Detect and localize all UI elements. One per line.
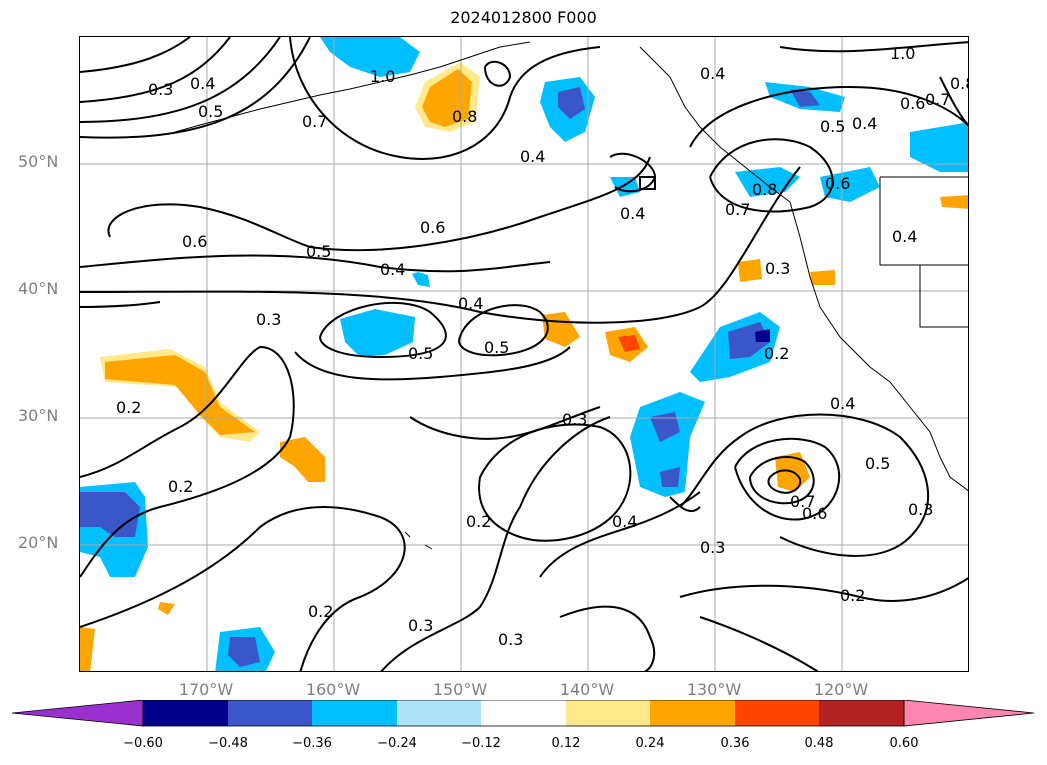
contour-label: 0.7	[302, 112, 327, 131]
contour-label: 0.2	[168, 477, 193, 496]
contour-label: 0.4	[520, 147, 545, 166]
colorbar-segment	[819, 700, 904, 726]
lon-label-120w: 120°W	[813, 680, 869, 699]
contour-label: 0.4	[852, 114, 877, 133]
map-area: 0.3 0.4 0.5 0.7 1.0 0.8 0.4 0.4 0.4 1.0 …	[79, 36, 969, 672]
contour-label: 0.3	[700, 538, 725, 557]
colorbar-tick-label: −0.48	[208, 736, 248, 751]
map-title: 2024012800 F000	[450, 8, 597, 27]
contour-label: 0.4	[458, 294, 483, 313]
contour-label: 1.0	[890, 44, 915, 63]
colorbar-segment	[228, 700, 312, 726]
contour-label: 0.6	[182, 232, 207, 251]
colorbar-tick-label: −0.36	[292, 736, 332, 751]
contour-label: 0.7	[725, 200, 750, 219]
contour-label: 0.5	[306, 242, 331, 261]
colorbar-tick-label: 0.12	[551, 736, 581, 751]
contour-label: 0.4	[830, 394, 855, 413]
lon-label-150w: 150°W	[432, 680, 488, 699]
contour-label: 0.3	[256, 310, 281, 329]
lat-label-20n: 20°N	[18, 533, 59, 552]
contour-label: 0.3	[765, 259, 790, 278]
lat-label-30n: 30°N	[18, 406, 59, 425]
colorbar-segment	[312, 700, 397, 726]
contour-label: 0.5	[408, 344, 433, 363]
contour-label: 0.3	[148, 80, 173, 99]
contour-label: 0.4	[892, 227, 917, 246]
contour-label: 0.2	[466, 512, 491, 531]
colorbar-segment	[397, 700, 481, 726]
colorbar-segment	[650, 700, 735, 726]
lon-label-130w: 130°W	[686, 680, 742, 699]
contour-label: 0.6	[420, 218, 445, 237]
contour-label: 0.3	[408, 616, 433, 635]
colorbar	[12, 700, 1035, 727]
lat-label-40n: 40°N	[18, 279, 59, 298]
contour-label: 0.3	[498, 630, 523, 649]
contour-label: 0.8	[752, 180, 777, 199]
colorbar-tick-label: −0.60	[123, 736, 163, 751]
colorbar-tick-label: −0.24	[377, 736, 417, 751]
contour-label: 0.2	[840, 586, 865, 605]
contour-label: 0.6	[802, 504, 827, 523]
contour-label: 0.4	[612, 512, 637, 531]
colorbar-segment	[903, 700, 1035, 727]
map-canvas: 0.3 0.4 0.5 0.7 1.0 0.8 0.4 0.4 0.4 1.0 …	[80, 37, 969, 671]
colorbar-segment	[735, 700, 819, 726]
contour-label: 0.5	[820, 117, 845, 136]
contour-label: 0.8	[452, 107, 477, 126]
colorbar-segment	[12, 700, 144, 727]
lon-label-160w: 160°W	[305, 680, 361, 699]
contour-label: 0.2	[764, 344, 789, 363]
contour-label: 0.5	[484, 338, 509, 357]
contour-label: 0.4	[190, 74, 215, 93]
contour-lines	[80, 37, 968, 671]
contour-label: 0.3	[562, 410, 587, 429]
contour-label: 1.0	[370, 67, 395, 86]
colorbar-tick-label: 0.48	[804, 736, 834, 751]
contour-label: 0.8	[950, 74, 969, 93]
colorbar-tick-label: 0.24	[635, 736, 665, 751]
contour-label: 0.6	[900, 94, 925, 113]
lon-label-140w: 140°W	[559, 680, 615, 699]
colorbar-segment	[566, 700, 650, 726]
contour-label: 0.2	[116, 398, 141, 417]
contour-label: 0.5	[865, 454, 890, 473]
contour-label: 0.6	[825, 174, 850, 193]
colorbar-tick-label: 0.36	[720, 736, 750, 751]
lon-label-170w: 170°W	[178, 680, 234, 699]
lat-label-50n: 50°N	[18, 152, 59, 171]
colorbar-tick-label: −0.12	[461, 736, 501, 751]
contour-label: 0.4	[380, 260, 405, 279]
colorbar-outline	[142, 700, 905, 727]
contour-label: 0.7	[925, 90, 950, 109]
colorbar-segment	[143, 700, 228, 726]
contour-label: 0.7	[790, 492, 815, 511]
contour-label: 0.5	[198, 102, 223, 121]
contour-label: 0.4	[620, 204, 645, 223]
contour-label: 0.4	[700, 64, 725, 83]
contour-label: 0.2	[308, 602, 333, 621]
contour-label: 0.3	[908, 500, 933, 519]
contour-labels: 0.3 0.4 0.5 0.7 1.0 0.8 0.4 0.4 0.4 1.0 …	[116, 44, 969, 649]
colorbar-segment	[481, 700, 566, 726]
coastlines	[174, 41, 968, 550]
colorbar-tick-label: 0.60	[889, 736, 919, 751]
